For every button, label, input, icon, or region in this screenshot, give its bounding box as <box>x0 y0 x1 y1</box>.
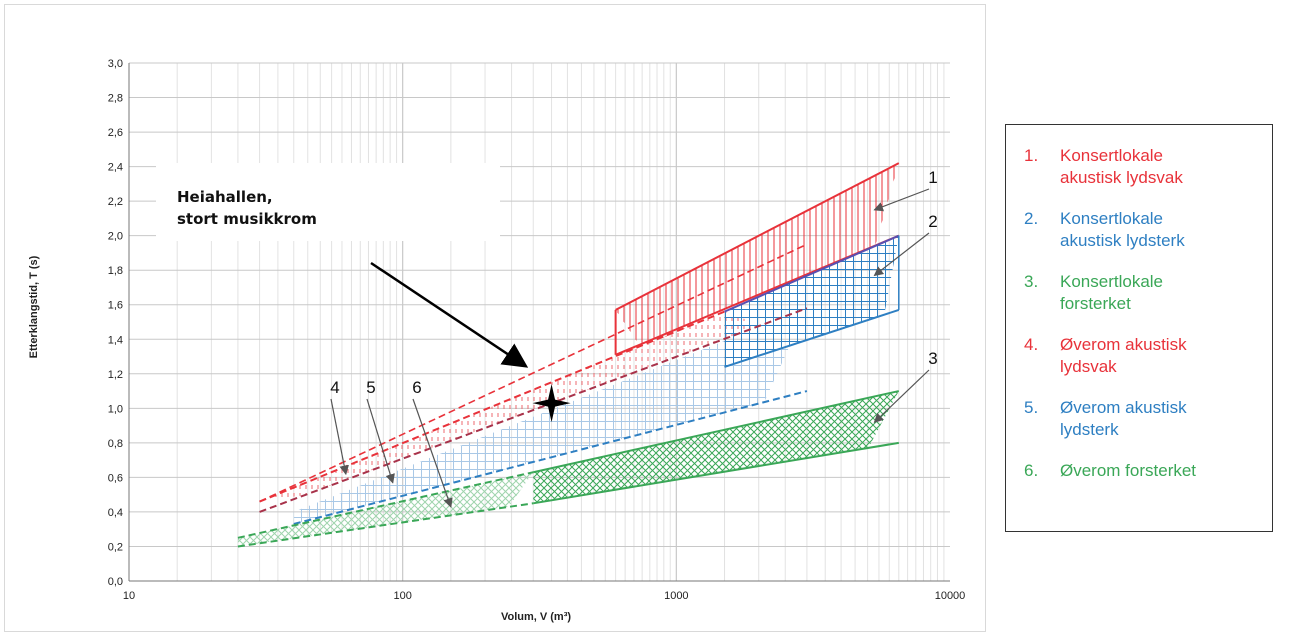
zone-2-lower-line <box>724 308 900 368</box>
y-tick-label: 0,4 <box>108 507 123 519</box>
callout-line-1: Heiahallen, <box>177 188 273 206</box>
legend-item-3: 3. Konsertlokale forsterket <box>1024 271 1262 315</box>
x-tick-label: 100 <box>393 590 411 602</box>
legend-number: 4. <box>1024 335 1039 354</box>
legend-item-2: 2. Konsertlokale akustisk lydsterk <box>1024 208 1262 252</box>
y-tick-label: 3,0 <box>108 58 123 70</box>
chart-frame: 0,0 0,2 0,4 0,6 0,8 1,0 1,2 1,4 1,6 1,8 2,0 2,2 2,4 2… <box>4 4 986 632</box>
legend-item-6: 6. Øverom forsterket <box>1024 460 1262 482</box>
x-tick-label: 10 <box>123 590 135 602</box>
zone-number-arrow <box>873 369 930 423</box>
heiahallen-marker <box>532 384 571 423</box>
zone-number-label: 1 <box>928 168 937 187</box>
x-tick-label: 10000 <box>935 590 966 602</box>
zone-6-lower-line <box>237 502 534 548</box>
zone-number-label: 3 <box>928 349 937 368</box>
zone-1-upper-line <box>615 162 900 311</box>
zone-2-upper-line <box>724 234 900 313</box>
zone-number-label: 4 <box>330 378 339 397</box>
zone-number-label: 6 <box>412 378 421 397</box>
zone-4-upper-line <box>259 310 725 503</box>
zone-number-arrow <box>330 398 349 476</box>
plot-lines <box>237 162 900 548</box>
reverberation-chart: 0,0 0,2 0,4 0,6 0,8 1,0 1,2 1,4 1,6 1,8 2,0 2,2 2,4 2… <box>28 58 966 623</box>
y-axis-title: Etterklangstid, T (s) <box>28 255 40 358</box>
zone-3-area <box>533 391 899 504</box>
legend-label: lydsterk <box>1060 420 1119 439</box>
legend-label: forsterket <box>1060 294 1131 313</box>
zone-6-upper-line <box>237 471 534 539</box>
zone-3-upper-line <box>533 390 900 474</box>
callout-line-2: stort musikkrom <box>177 210 317 228</box>
y-tick-label: 2,8 <box>108 93 123 105</box>
legend-label: Konsertlokale <box>1060 272 1164 291</box>
legend-label: Øverom forsterket <box>1060 461 1197 480</box>
zone-number-arrow <box>412 398 453 508</box>
y-tick-label: 1,6 <box>108 300 123 312</box>
legend-label: lydsvak <box>1060 357 1117 376</box>
y-tick-label: 2,6 <box>108 127 123 139</box>
callout-box <box>156 163 500 241</box>
legend-label: Øverom akustisk <box>1060 335 1187 354</box>
y-tick-label: 0,6 <box>108 472 123 484</box>
legend-number: 6. <box>1024 461 1039 480</box>
zone-number-arrow <box>873 188 930 212</box>
legend-number: 3. <box>1024 272 1039 291</box>
legend-label: Konsertlokale <box>1060 146 1164 165</box>
y-tick-label: 2,2 <box>108 196 123 208</box>
y-tick-label: 0,2 <box>108 541 123 553</box>
legend-item-4: 4. Øverom akustisk lydsvak <box>1024 334 1262 378</box>
zone-number-arrow <box>366 398 395 484</box>
legend-label: Konsertlokale <box>1060 209 1164 228</box>
zone-5-lower-line <box>293 390 808 525</box>
y-tick-label: 2,4 <box>108 162 123 174</box>
x-axis-title: Volum, V (m³) <box>501 611 571 623</box>
zone-2-area <box>724 235 899 367</box>
zone-4-area <box>259 311 762 502</box>
y-tick-label: 1,2 <box>108 369 123 381</box>
legend-item-5: 5. Øverom akustisk lydsterk <box>1024 397 1262 441</box>
y-tick-label: 1,8 <box>108 265 123 277</box>
legend-label: akustisk lydsterk <box>1060 231 1185 250</box>
y-tick-label: 1,4 <box>108 334 123 346</box>
y-tick-label: 2,0 <box>108 231 123 243</box>
legend-number: 2. <box>1024 209 1039 228</box>
callout-arrow <box>370 261 529 368</box>
zone-6-area <box>237 472 534 547</box>
plot-axes: 0,0 0,2 0,4 0,6 0,8 1,0 1,2 1,4 1,6 1,8 2,0 2,2 2,4 2… <box>108 58 966 602</box>
y-tick-label: 1,0 <box>108 403 123 415</box>
x-tick-label: 1000 <box>664 590 688 602</box>
zone-1-area <box>615 163 899 345</box>
legend-number: 1. <box>1024 146 1039 165</box>
zone-3-lower-line <box>533 441 899 505</box>
legend-number: 5. <box>1024 398 1039 417</box>
y-tick-label: 0,8 <box>108 438 123 450</box>
zone-number-label: 5 <box>366 378 375 397</box>
legend-box: 1. Konsertlokale akustisk lydsvak 2. Kons… <box>1005 124 1273 532</box>
legend-label: Øverom akustisk <box>1060 398 1187 417</box>
legend-label: akustisk lydsvak <box>1060 168 1183 187</box>
zone-4-lower-line <box>259 307 808 513</box>
y-tick-label: 0,0 <box>108 576 123 588</box>
plot-annotations: 1 2 3 4 5 6 <box>330 168 938 508</box>
zone-number-arrow <box>873 232 930 277</box>
legend-item-1: 1. Konsertlokale akustisk lydsvak <box>1024 145 1262 189</box>
zone-number-label: 2 <box>928 212 937 231</box>
zone-1-dashed-extension <box>259 243 808 503</box>
